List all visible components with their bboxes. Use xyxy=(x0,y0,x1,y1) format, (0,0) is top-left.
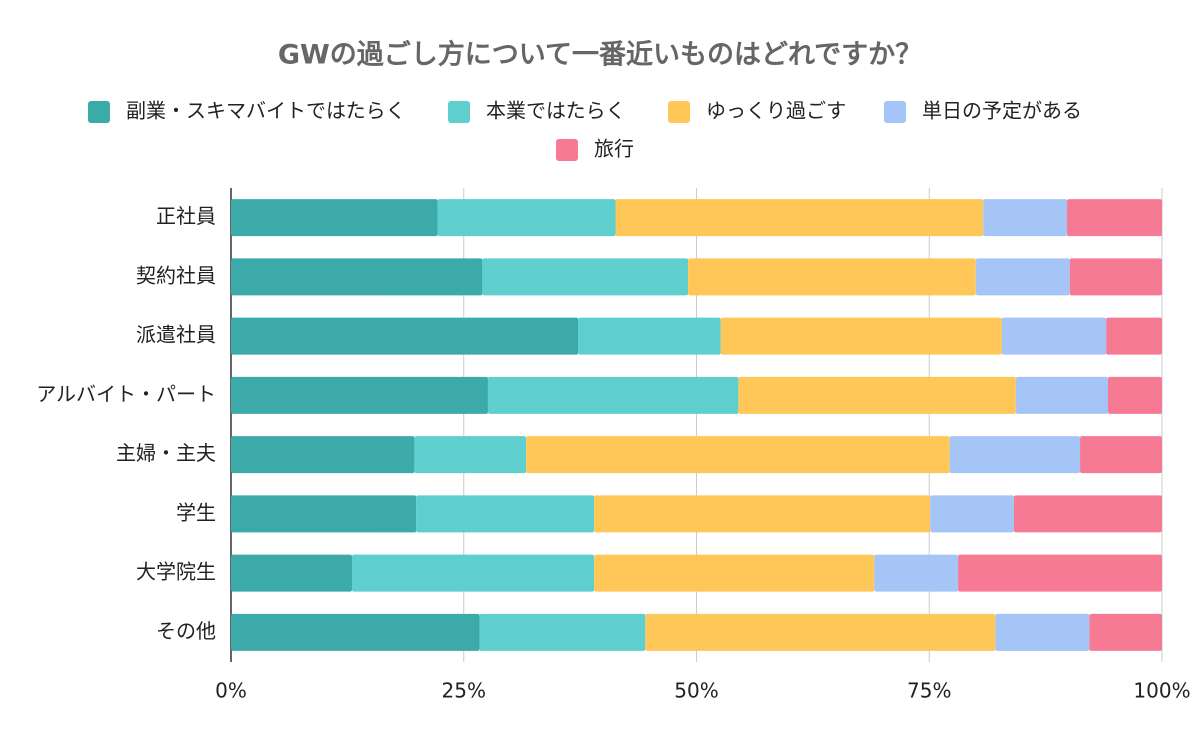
x-tick-label: 100% xyxy=(1133,679,1190,703)
bar-segment xyxy=(995,613,1090,651)
bar-segment xyxy=(1080,436,1162,474)
x-tick-label: 75% xyxy=(907,679,951,703)
y-tick-label: その他 xyxy=(156,619,216,643)
bar-segment xyxy=(437,199,616,237)
bar-segment xyxy=(594,554,875,592)
bar-segment xyxy=(615,199,984,237)
bar-segment xyxy=(1001,317,1107,355)
bar-segment xyxy=(975,258,1070,296)
chart-title: GWの過ごし方について一番近いものはどれですか？ xyxy=(278,39,922,71)
bar-segment xyxy=(1108,376,1162,414)
legend-swatch xyxy=(88,101,110,123)
bar-segment xyxy=(231,436,415,474)
bar-segment xyxy=(352,554,595,592)
x-tick-label: 50% xyxy=(674,679,718,703)
bar-segment xyxy=(487,376,739,414)
bar-segment xyxy=(416,495,595,533)
legend-label: 旅行 xyxy=(594,137,634,161)
bar-segment xyxy=(958,554,1162,592)
bar-segment xyxy=(1013,495,1162,533)
x-tick-label: 0% xyxy=(215,679,247,703)
legend-label: 単日の予定がある xyxy=(922,99,1082,123)
bar-segment xyxy=(231,613,480,651)
bar-segment xyxy=(1106,317,1162,355)
bar-segment xyxy=(983,199,1068,237)
bar-segment xyxy=(479,613,646,651)
y-tick-label: 契約社員 xyxy=(136,263,216,287)
bar-segment xyxy=(526,436,950,474)
legend-swatch xyxy=(448,101,470,123)
bar-segment xyxy=(930,495,1014,533)
y-tick-label: 大学院生 xyxy=(136,560,216,584)
x-tick-label: 25% xyxy=(442,679,486,703)
legend-swatch xyxy=(556,139,578,161)
bar-segment xyxy=(645,613,996,651)
y-tick-label: 主婦・主夫 xyxy=(116,441,216,465)
bar-segment xyxy=(1089,613,1162,651)
bar-segment xyxy=(720,317,1002,355)
bar-segment xyxy=(231,554,353,592)
legend-swatch xyxy=(668,101,690,123)
y-tick-label: 派遣社員 xyxy=(136,323,216,347)
bar-segment xyxy=(688,258,976,296)
y-tick-label: 正社員 xyxy=(156,204,216,228)
bar-segment xyxy=(874,554,959,592)
bar-segment xyxy=(578,317,721,355)
bar-segment xyxy=(949,436,1081,474)
bar-segment xyxy=(738,376,1016,414)
bar-segment xyxy=(482,258,689,296)
bar-segment xyxy=(594,495,931,533)
bar-segment xyxy=(231,317,579,355)
bar-segment xyxy=(231,495,417,533)
bar-segment xyxy=(231,199,438,237)
legend-swatch xyxy=(884,101,906,123)
legend-label: ゆっくり過ごす xyxy=(706,99,846,123)
bar-segment xyxy=(1015,376,1109,414)
bar-segment xyxy=(414,436,527,474)
legend-label: 副業・スキマバイトではたらく xyxy=(126,99,406,123)
bar-segment xyxy=(1067,199,1162,237)
y-tick-label: アルバイト・パート xyxy=(36,382,216,406)
bar-segment xyxy=(1069,258,1162,296)
y-tick-label: 学生 xyxy=(176,500,216,524)
bar-segment xyxy=(231,258,483,296)
bar-segment xyxy=(231,376,488,414)
legend-label: 本業ではたらく xyxy=(486,99,626,123)
